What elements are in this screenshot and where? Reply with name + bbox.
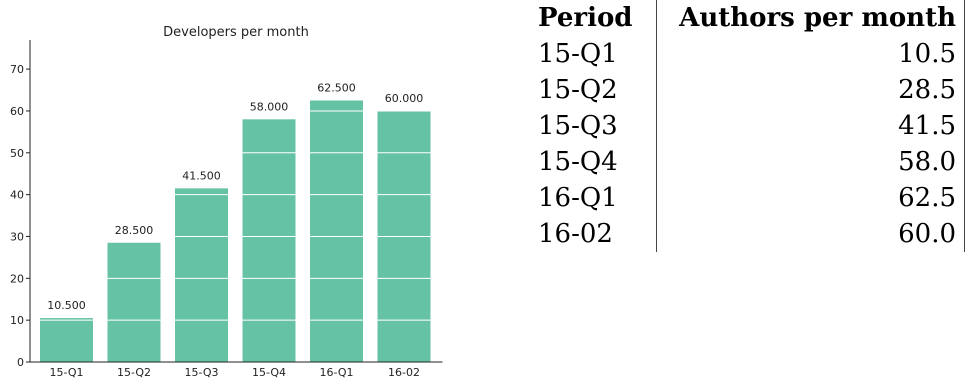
y-tick-label: 50	[10, 147, 24, 160]
table-row: 15-Q1 10.5	[530, 36, 965, 72]
header-period: Period	[530, 0, 658, 36]
x-tick-label: 15-Q1	[49, 366, 83, 379]
bar	[310, 100, 363, 362]
bar-chart: Developers per month 10.500 15-Q1 28.500 15…	[0, 0, 450, 381]
bar	[107, 242, 161, 362]
bar	[40, 318, 93, 362]
table-row: 16-Q1 62.5	[530, 180, 965, 216]
bar	[175, 188, 228, 362]
y-tick-label: 30	[10, 230, 24, 243]
period-cell: 15-Q4	[530, 144, 658, 180]
data-label: 60.000	[385, 92, 424, 105]
value-cell: 10.5	[656, 36, 965, 72]
value-cell: 28.5	[656, 72, 965, 108]
value-cell: 60.0	[656, 216, 965, 252]
period-cell: 15-Q2	[530, 72, 658, 108]
period-cell: 16-Q1	[530, 180, 658, 216]
table-header-row: Period Authors per month	[530, 0, 965, 36]
y-tick-label: 70	[10, 63, 24, 76]
value-cell: 58.0	[656, 144, 965, 180]
y-tick-label: 60	[10, 105, 24, 118]
table-row: 16-02 60.0	[530, 216, 965, 252]
data-label: 41.500	[182, 169, 221, 182]
y-tick-label: 20	[10, 272, 24, 285]
period-table: Period Authors per month 15-Q1 10.5 15-Q…	[530, 0, 965, 252]
x-tick-label: 16-Q1	[319, 366, 353, 379]
x-tick-label: 15-Q4	[252, 366, 286, 379]
period-cell: 15-Q1	[530, 36, 658, 72]
chart-svg: Developers per month 10.500 15-Q1 28.500 15…	[10, 25, 443, 379]
y-tick-label: 40	[10, 189, 24, 202]
chart-title: Developers per month	[163, 25, 309, 40]
y-tick-label: 10	[10, 314, 24, 327]
header-authors-per-month: Authors per month	[656, 0, 965, 36]
value-cell: 41.5	[656, 108, 965, 144]
y-tick-label: 0	[17, 356, 24, 369]
table-row: 15-Q2 28.5	[530, 72, 965, 108]
data-label: 58.000	[250, 100, 289, 113]
table-row: 15-Q3 41.5	[530, 108, 965, 144]
bar	[242, 119, 296, 362]
data-label: 10.500	[47, 299, 86, 312]
table-row: 15-Q4 58.0	[530, 144, 965, 180]
period-table-panel: Period Authors per month 15-Q1 10.5 15-Q…	[530, 0, 965, 381]
x-tick-label: 16-02	[388, 366, 420, 379]
data-label: 62.500	[317, 81, 356, 94]
data-label: 28.500	[115, 224, 154, 237]
x-tick-label: 15-Q3	[184, 366, 218, 379]
value-cell: 62.5	[656, 180, 965, 216]
x-tick-label: 15-Q2	[117, 366, 151, 379]
period-cell: 16-02	[530, 216, 658, 252]
period-cell: 15-Q3	[530, 108, 658, 144]
